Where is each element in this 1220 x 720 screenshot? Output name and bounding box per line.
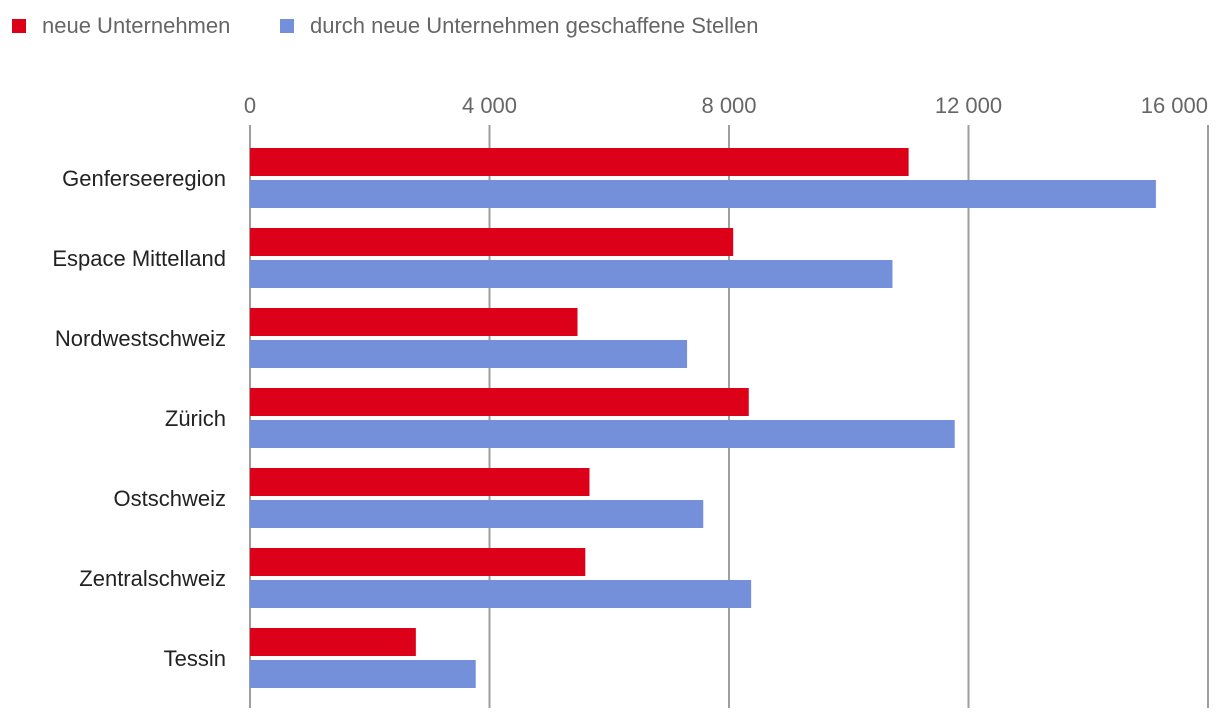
category-label-0: Genferseeregion: [62, 166, 226, 191]
bar-0-5: [250, 548, 586, 576]
category-label-6: Tessin: [164, 646, 226, 671]
bar-0-6: [250, 628, 416, 656]
category-label-4: Ostschweiz: [114, 486, 226, 511]
legend: neue Unternehmen durch neue Unternehmen g…: [12, 13, 758, 38]
bar-0-0: [250, 148, 909, 176]
x-tick-label-4: 16 000: [1141, 93, 1208, 118]
legend-swatch-1: [280, 19, 294, 33]
category-label-1: Espace Mittelland: [52, 246, 226, 271]
category-labels: Genferseeregion Espace Mittelland Nordwest…: [52, 166, 226, 671]
category-label-3: Zürich: [165, 406, 226, 431]
bar-1-5: [250, 580, 752, 608]
bar-0-1: [250, 228, 734, 256]
grid-lines: [249, 125, 1209, 708]
bar-0-2: [250, 308, 578, 336]
x-tick-label-2: 8 000: [701, 93, 756, 118]
x-tick-label-3: 12 000: [935, 93, 1002, 118]
bar-0-3: [250, 388, 749, 416]
bar-1-0: [250, 180, 1156, 208]
x-tick-label-0: 0: [244, 93, 256, 118]
bar-1-6: [250, 660, 476, 688]
bar-1-4: [250, 500, 704, 528]
bar-1-1: [250, 260, 893, 288]
x-tick-label-1: 4 000: [462, 93, 517, 118]
category-label-5: Zentralschweiz: [79, 566, 226, 591]
bars: [250, 148, 1156, 688]
bar-1-3: [250, 420, 955, 448]
bar-1-2: [250, 340, 688, 368]
x-axis-ticks: 0 4 000 8 000 12 000 16 000: [244, 93, 1208, 118]
bar-0-4: [250, 468, 590, 496]
category-label-2: Nordwestschweiz: [55, 326, 226, 351]
legend-label-0: neue Unternehmen: [42, 13, 230, 38]
legend-swatch-0: [12, 19, 26, 33]
legend-label-1: durch neue Unternehmen geschaffene Stell…: [310, 13, 758, 38]
